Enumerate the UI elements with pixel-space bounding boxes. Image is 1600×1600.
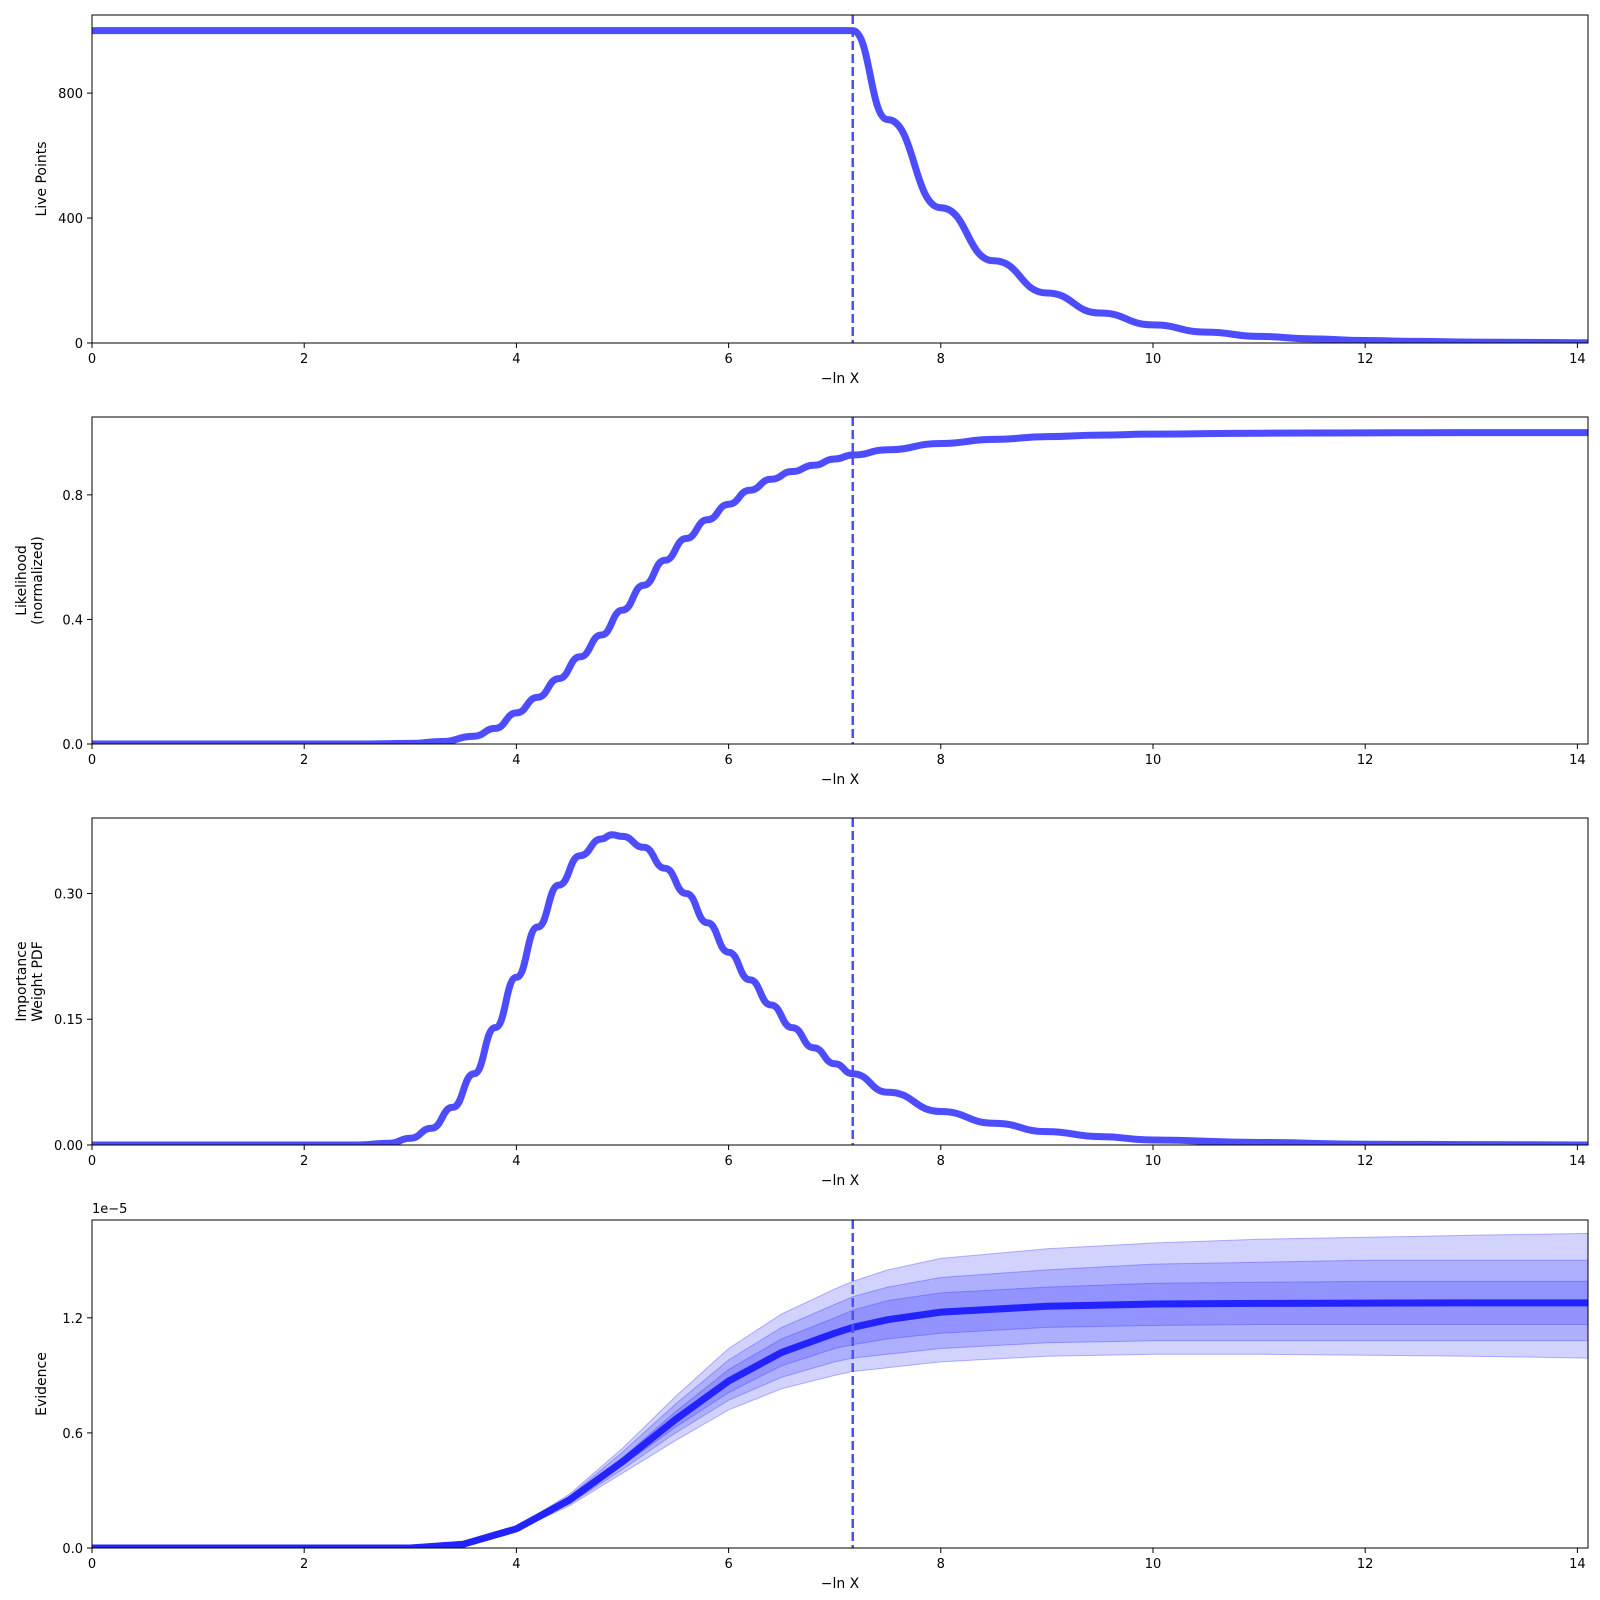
- x-axis-label: −ln X: [821, 371, 860, 387]
- y-tick-label: 0: [75, 337, 83, 352]
- chart-panel-4: 0 2 4 6 8 10 12 14 0.0 0.6 1.2 −ln X Evidence 1e−5: [34, 1202, 1589, 1592]
- y-tick-label: 0.0: [62, 738, 83, 753]
- x-tick-label: 4: [512, 753, 520, 768]
- x-tick-label: 0: [88, 753, 96, 768]
- series-line: [92, 429, 1588, 744]
- x-tick-label: 14: [1569, 1557, 1586, 1572]
- plot-area: [92, 27, 1588, 343]
- x-tick-label: 6: [724, 753, 732, 768]
- y-axis-label: ImportanceWeight PDF: [14, 941, 46, 1022]
- axes-frame: [91, 817, 1589, 1146]
- x-tick-label: 8: [937, 753, 945, 768]
- y-axis-label-line: Live Points: [34, 141, 50, 216]
- y-axis-label-line: Likelihood: [14, 545, 30, 616]
- x-axis-label: −ln X: [821, 1576, 860, 1592]
- x-tick-label: 14: [1569, 352, 1586, 367]
- y-tick-label: 0.15: [54, 1013, 83, 1028]
- y-tick-label: 0.00: [54, 1139, 83, 1154]
- evidence-median-line: [92, 1299, 1588, 1548]
- x-tick-label: 4: [512, 1557, 520, 1572]
- x-tick-label: 2: [300, 352, 308, 367]
- y-axis-label-line: (normalized): [30, 536, 46, 625]
- x-tick-label: 4: [512, 1154, 520, 1169]
- y-axis-label: Live Points: [34, 141, 50, 216]
- y-tick-label: 800: [58, 87, 83, 102]
- chart-panel-1: 0 2 4 6 8 10 12 14 0 400 800 −ln X Live Points: [34, 14, 1589, 387]
- axes-frame: [91, 416, 1589, 745]
- x-tick-label: 0: [88, 1154, 96, 1169]
- x-tick-label: 2: [300, 753, 308, 768]
- chart-panel-3: 0 2 4 6 8 10 12 14 0.00 0.15 0.30 −ln X ImportanceWe…: [14, 817, 1589, 1189]
- x-tick-label: 10: [1145, 1557, 1162, 1572]
- y-axis-label: Evidence: [34, 1352, 50, 1416]
- evidence-band-2sigma: [92, 1259, 1588, 1548]
- series-line: [92, 27, 1588, 343]
- evidence-band-1sigma: [92, 1280, 1588, 1548]
- y-axis-label-line: Evidence: [34, 1352, 50, 1416]
- x-tick-label: 14: [1569, 1154, 1586, 1169]
- x-tick-label: 14: [1569, 753, 1586, 768]
- series-line: [92, 831, 1588, 1145]
- x-tick-label: 10: [1145, 352, 1162, 367]
- y-axis-label-line: Weight PDF: [30, 941, 46, 1022]
- x-tick-label: 6: [724, 1154, 732, 1169]
- x-tick-label: 12: [1357, 1557, 1374, 1572]
- y-tick-label: 400: [58, 212, 83, 227]
- plot-area: [92, 429, 1588, 744]
- x-tick-label: 10: [1145, 753, 1162, 768]
- y-axis-label-line: Importance: [14, 941, 30, 1021]
- plot-area: [92, 831, 1588, 1145]
- axes-frame: [91, 14, 1589, 344]
- y-tick-label: 0.0: [62, 1542, 83, 1557]
- x-tick-label: 12: [1357, 753, 1374, 768]
- x-tick-label: 10: [1145, 1154, 1162, 1169]
- x-tick-label: 8: [937, 352, 945, 367]
- x-tick-label: 2: [300, 1154, 308, 1169]
- y-tick-label: 0.8: [62, 489, 83, 504]
- x-tick-label: 2: [300, 1557, 308, 1572]
- x-tick-label: 12: [1357, 352, 1374, 367]
- x-tick-label: 4: [512, 352, 520, 367]
- x-axis-label: −ln X: [821, 1173, 860, 1189]
- x-tick-label: 0: [88, 352, 96, 367]
- y-tick-label: 0.30: [54, 887, 83, 902]
- y-tick-label: 0.4: [62, 613, 83, 628]
- y-axis-label: Likelihood(normalized): [14, 536, 46, 625]
- chart-panel-2: 0 2 4 6 8 10 12 14 0.0 0.4 0.8 −ln X Likelihood(norm…: [14, 416, 1589, 788]
- x-tick-label: 0: [88, 1557, 96, 1572]
- x-tick-label: 8: [937, 1557, 945, 1572]
- evidence-band-3sigma: [92, 1232, 1588, 1548]
- plot-area: [92, 1232, 1588, 1548]
- x-tick-label: 6: [724, 1557, 732, 1572]
- x-tick-label: 8: [937, 1154, 945, 1169]
- x-tick-label: 12: [1357, 1154, 1374, 1169]
- axes-frame: [91, 1219, 1589, 1549]
- axis-offset-text: 1e−5: [92, 1202, 127, 1217]
- y-tick-label: 1.2: [62, 1312, 83, 1327]
- x-tick-label: 6: [724, 352, 732, 367]
- y-tick-label: 0.6: [62, 1427, 83, 1442]
- x-axis-label: −ln X: [821, 772, 860, 788]
